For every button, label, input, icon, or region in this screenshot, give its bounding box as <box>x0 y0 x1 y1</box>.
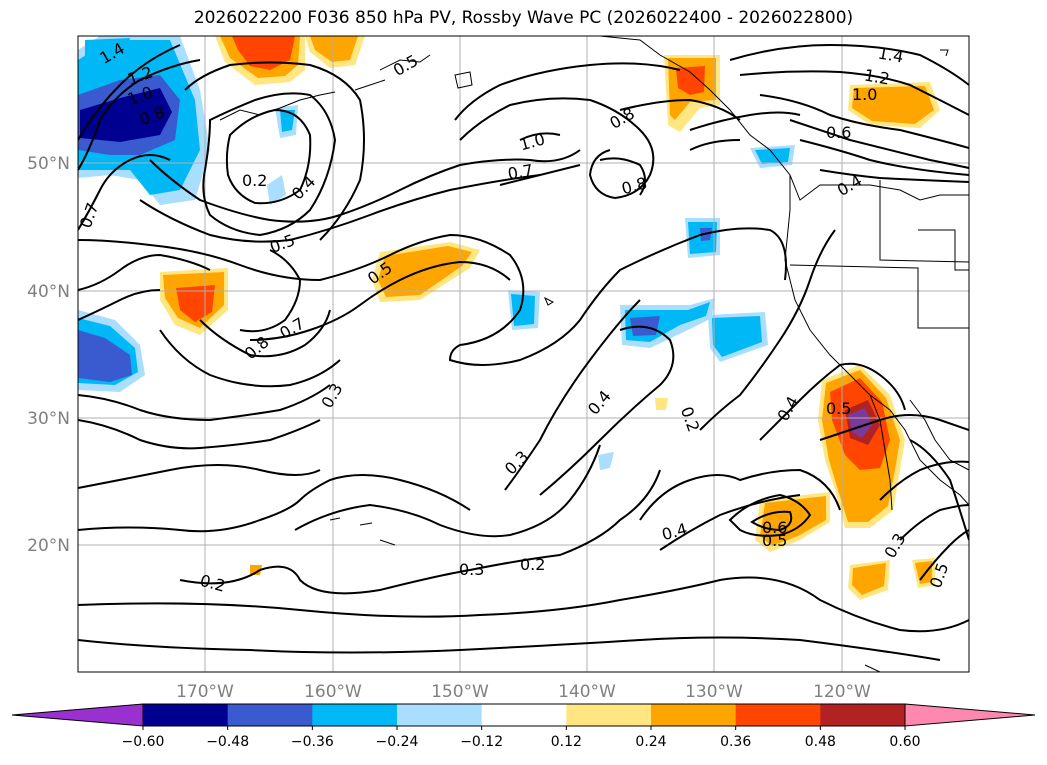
lat-label-30n: 30°N <box>27 409 70 429</box>
shading-layer <box>78 36 940 600</box>
map-area: 1.4 1.2 1.0 0.8 0.2 0.4 0.5 0.7 0.8 0.7 … <box>78 36 969 672</box>
colorbar-segment <box>651 704 737 726</box>
lat-label-20n: 20°N <box>27 536 70 556</box>
contour-label: 0.2 <box>242 171 267 190</box>
pv-contours <box>78 43 969 661</box>
colorbar-tick-label: 0.24 <box>635 734 666 750</box>
contour-label: 1.0 <box>852 85 877 104</box>
contour-label: 0.7 <box>506 160 534 183</box>
lat-label-50n: 50°N <box>27 154 70 174</box>
colorbar-extend-low <box>11 703 144 727</box>
colorbar-tick-label: −0.36 <box>291 734 334 750</box>
colorbar-segment <box>312 704 398 726</box>
colorbar-segment <box>227 704 313 726</box>
contour-label: 0.5 <box>762 531 787 550</box>
lon-label-160w: 160°W <box>304 682 362 702</box>
lon-label-170w: 170°W <box>176 682 234 702</box>
colorbar-segment <box>566 704 652 726</box>
colorbar-extend-high <box>904 703 1036 727</box>
colorbar-tick-label: 0.60 <box>889 734 920 750</box>
colorbar-segment <box>143 704 229 726</box>
longitude-labels: 170°W 160°W 150°W 140°W 130°W 120°W <box>176 682 871 702</box>
colorbar-segment <box>735 704 821 726</box>
colorbar-segment <box>397 704 483 726</box>
colorbar-tick-label: −0.24 <box>376 734 419 750</box>
colorbar-segment <box>820 704 906 726</box>
colorbar-segment <box>481 704 567 726</box>
colorbar-tick-label: 0.12 <box>551 734 582 750</box>
contour-label: 0.3 <box>459 560 484 579</box>
contour-label: 0.5 <box>826 399 851 418</box>
contour-label: 1.4 <box>877 43 905 66</box>
contour-label: 0.2 <box>520 555 545 574</box>
colorbar-tick-label: −0.12 <box>460 734 503 750</box>
lon-label-140w: 140°W <box>558 682 616 702</box>
lon-label-120w: 120°W <box>813 682 871 702</box>
colorbar-tick-label: 0.48 <box>805 734 836 750</box>
lat-label-40n: 40°N <box>27 282 70 302</box>
colorbar: −0.60 −0.48 −0.36 −0.24 −0.12 0.12 0.24 0.36 0.4… <box>11 703 1036 750</box>
latitude-labels: 50°N 40°N 30°N 20°N <box>27 154 70 556</box>
colorbar-tick-label: −0.48 <box>206 734 249 750</box>
colorbar-tick-label: −0.60 <box>122 734 165 750</box>
colorbar-tick-label: 0.36 <box>720 734 751 750</box>
contour-label: 0.6 <box>762 518 787 537</box>
lon-label-130w: 130°W <box>685 682 743 702</box>
map-frame <box>77 35 970 673</box>
contour-label: 0.6 <box>826 123 851 142</box>
lon-label-150w: 150°W <box>431 682 489 702</box>
colorbar-frame <box>142 703 906 727</box>
contour-label: 1.2 <box>863 65 891 88</box>
grid <box>78 36 969 672</box>
map-title: 2026022200 F036 850 hPa PV, Rossby Wave … <box>193 8 854 28</box>
